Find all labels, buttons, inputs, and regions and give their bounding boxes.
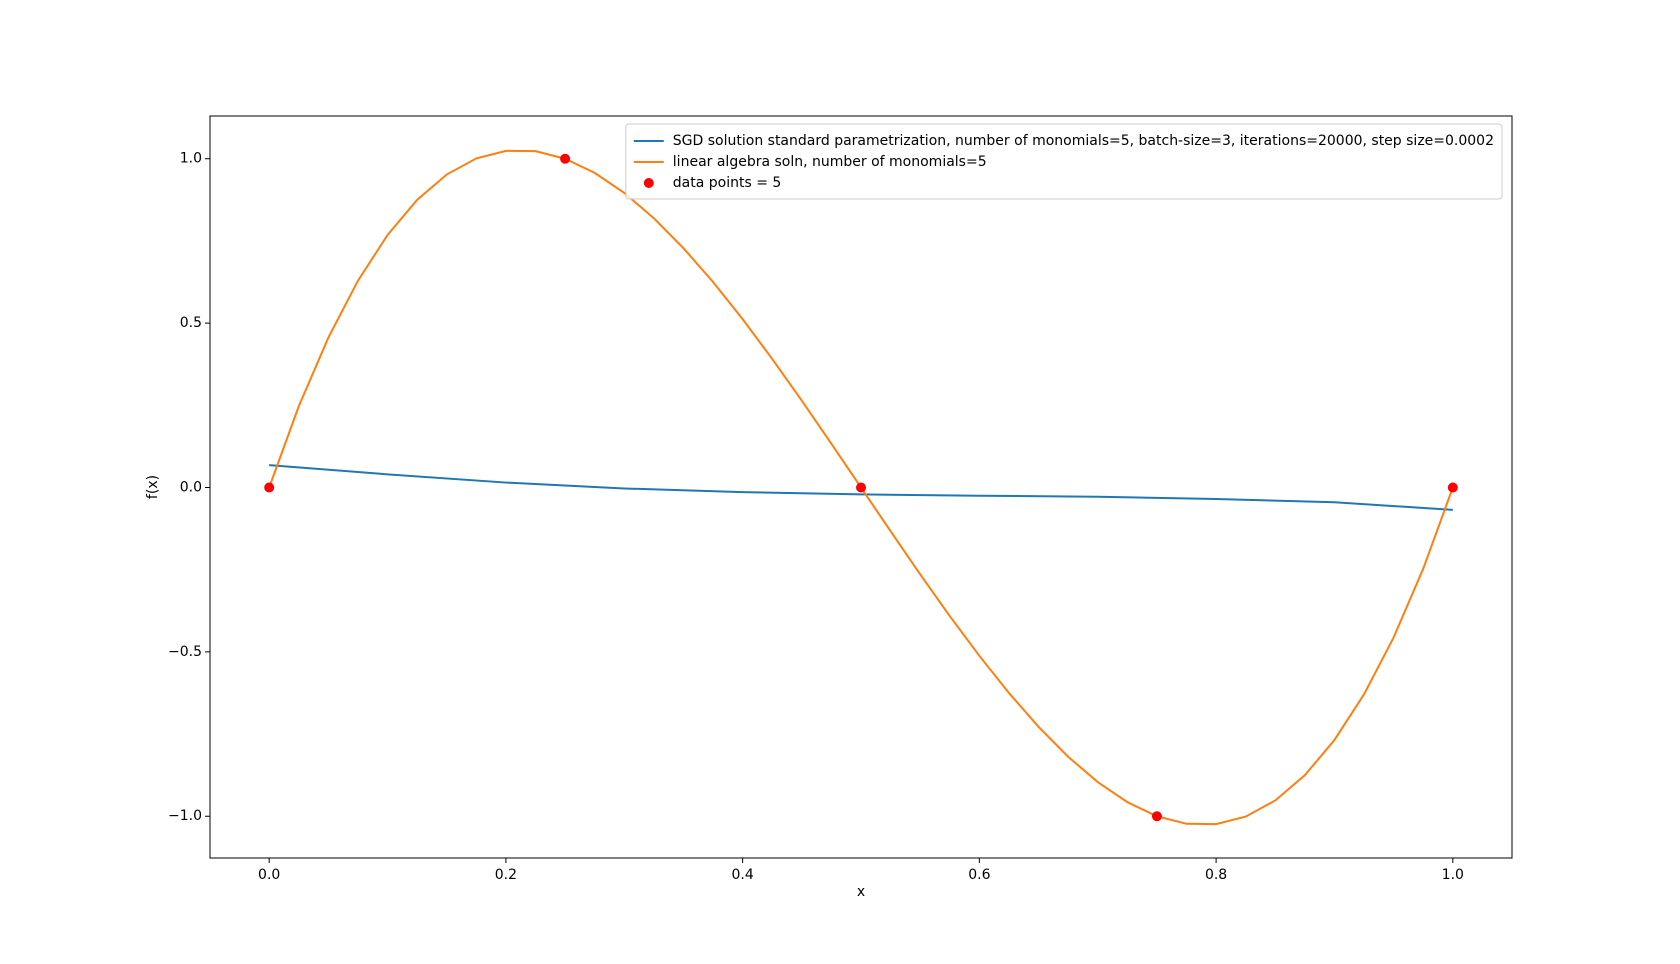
y-axis-label: f(x) xyxy=(145,475,161,499)
series-line xyxy=(269,464,1453,511)
data-point xyxy=(1151,811,1162,822)
y-tick-label: 1.0 xyxy=(180,151,202,167)
y-tick-label: 0.0 xyxy=(180,479,202,495)
legend-marker xyxy=(643,178,654,188)
x-tick-label: 0.8 xyxy=(1205,867,1227,883)
data-point xyxy=(560,153,571,164)
legend-label: data points = 5 xyxy=(673,175,782,191)
x-tick-label: 0.0 xyxy=(258,867,280,883)
data-point xyxy=(1447,482,1458,493)
x-tick-label: 0.2 xyxy=(495,867,517,883)
y-tick-label: −0.5 xyxy=(168,644,202,660)
legend-label: linear algebra soln, number of monomials… xyxy=(673,154,987,170)
y-tick-label: 0.5 xyxy=(180,315,202,331)
y-tick-label: −1.0 xyxy=(168,808,202,824)
data-point xyxy=(264,482,275,493)
legend-box xyxy=(625,123,1503,200)
x-tick-label: 0.4 xyxy=(732,867,754,883)
legend: SGD solution standard parametrization, n… xyxy=(625,123,1503,200)
data-point xyxy=(856,482,866,493)
x-tick-label: 0.6 xyxy=(968,867,990,883)
x-axis-label: x xyxy=(857,884,865,900)
x-tick-label: 1.0 xyxy=(1442,867,1464,883)
plot-frame xyxy=(209,115,1513,859)
legend-label: SGD solution standard parametrization, n… xyxy=(673,133,1494,149)
